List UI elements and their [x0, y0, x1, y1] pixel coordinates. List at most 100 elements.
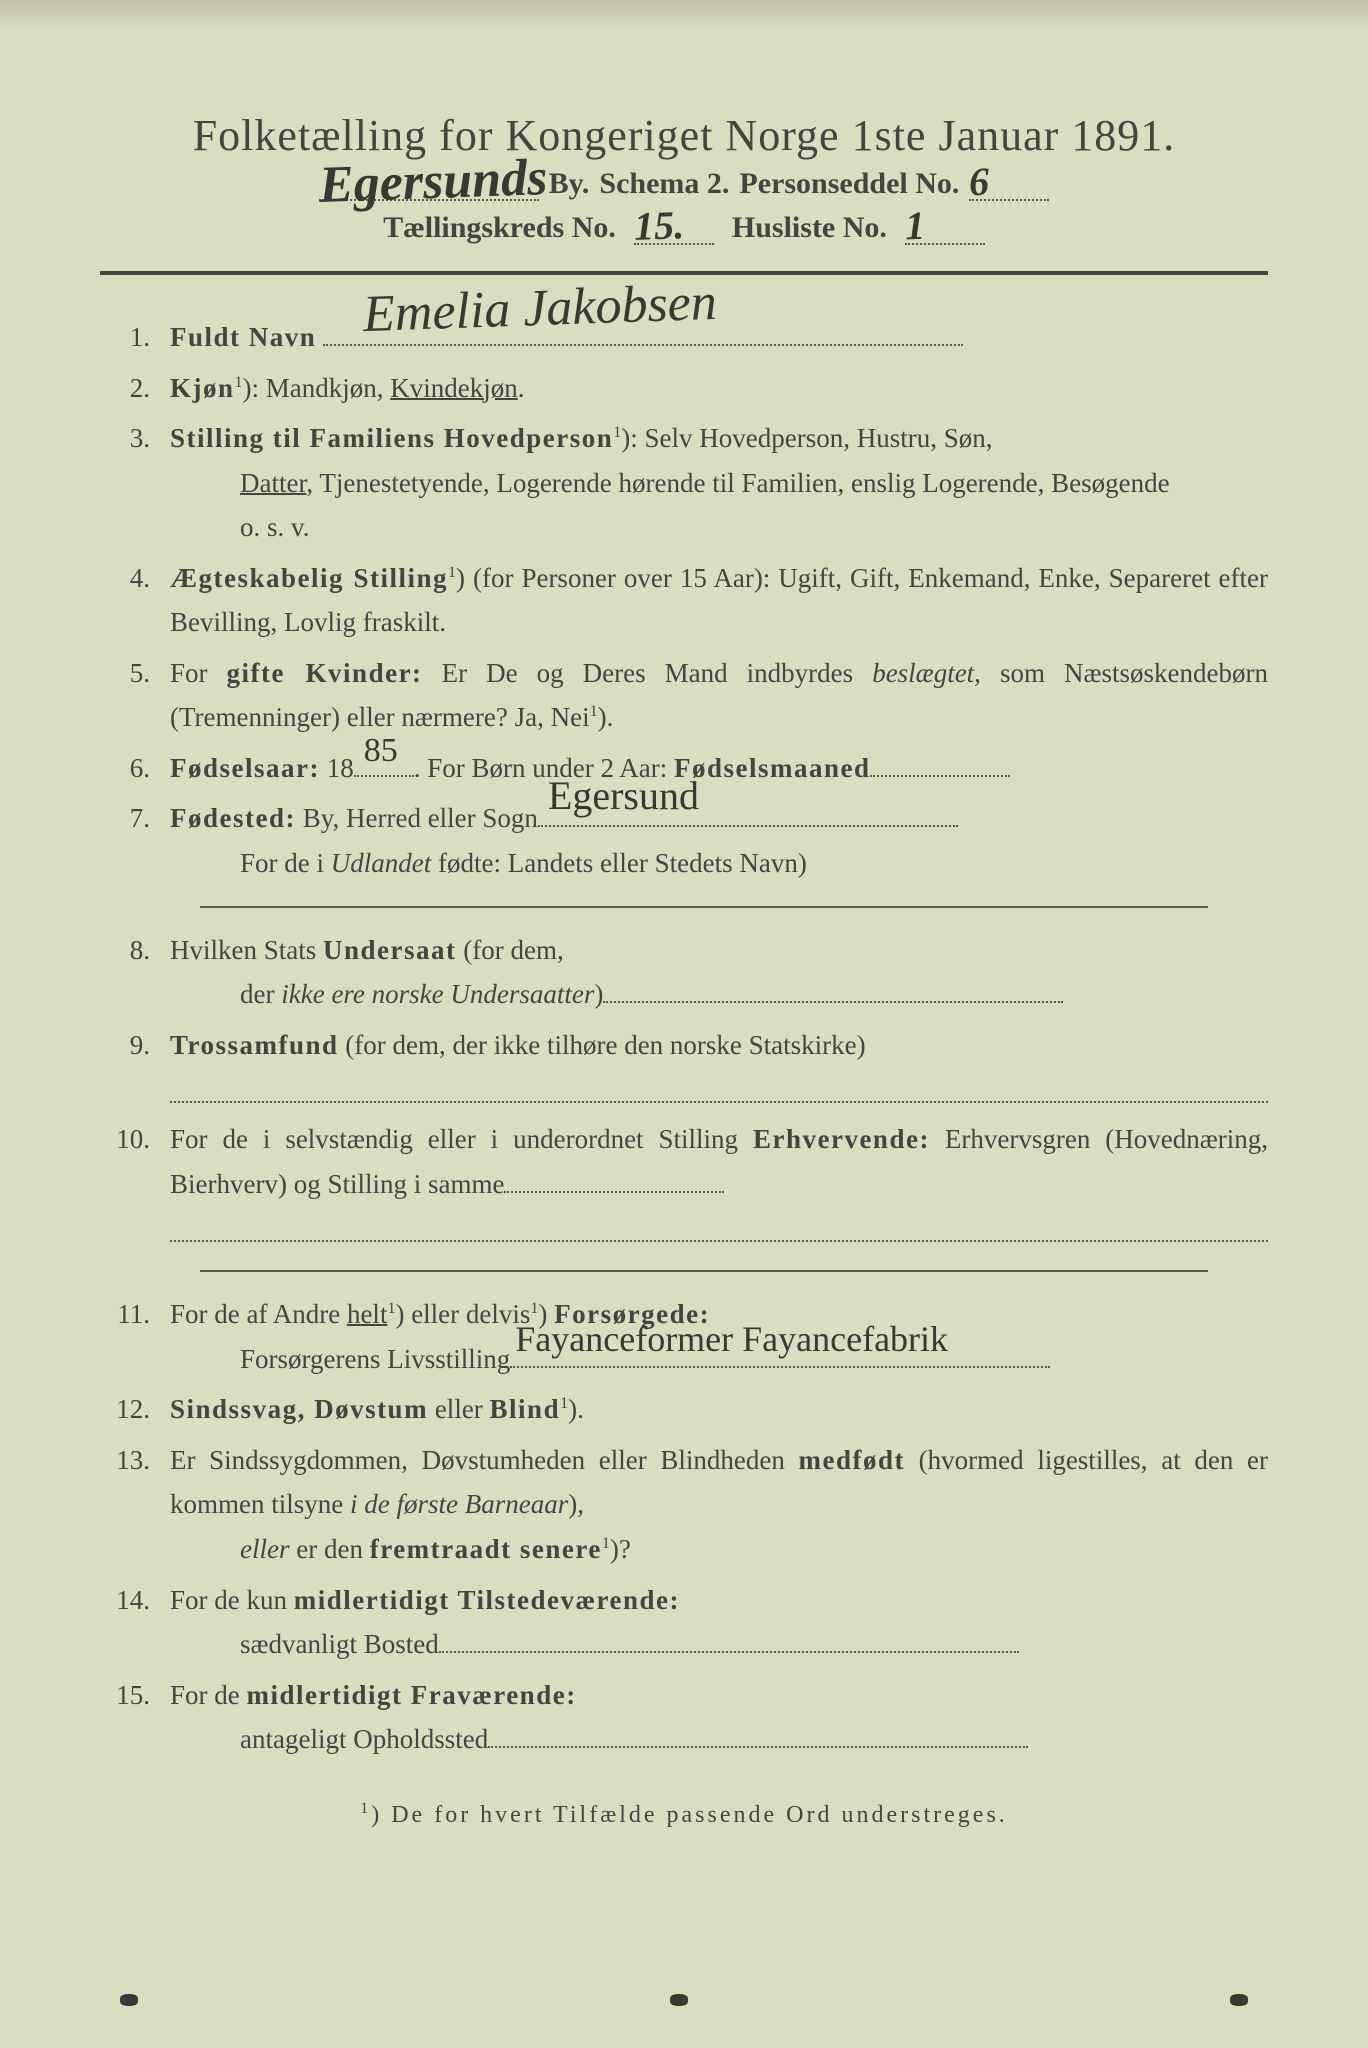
text: (for dem,	[457, 935, 564, 965]
item-num: 4.	[100, 556, 170, 645]
item-num: 10.	[100, 1117, 170, 1250]
item-num: 3.	[100, 416, 170, 550]
text: ).	[598, 702, 614, 732]
item-2: 2. Kjøn1): Mandkjøn, Kvindekjøn.	[100, 366, 1268, 411]
text: ),	[568, 1489, 584, 1519]
year-prefix: 18	[320, 753, 354, 783]
item-1: 1. Fuldt Navn Emelia Jakobsen	[100, 315, 1268, 360]
text: ).	[568, 1394, 584, 1424]
erhverv-field-2	[170, 1212, 1268, 1242]
label-sindssvag: Sindssvag, Døvstum	[170, 1394, 428, 1424]
footnote-sup: 1	[360, 1800, 371, 1817]
text: Hvilken Stats	[170, 935, 323, 965]
sup: 1	[602, 1535, 610, 1552]
item-14: 14. For de kun midlertidigt Tilstedevære…	[100, 1578, 1268, 1667]
label-medfodt: medfødt	[799, 1445, 906, 1475]
section-divider-1	[200, 906, 1208, 908]
item-5: 5. For gifte Kvinder: Er De og Deres Man…	[100, 651, 1268, 740]
text: ): Selv Hovedperson, Hustru, Søn,	[621, 423, 992, 453]
item-8: 8. Hvilken Stats Undersaat (for dem, der…	[100, 928, 1268, 1017]
trossamfund-field	[170, 1073, 1268, 1103]
ital: Udlandet	[331, 848, 432, 878]
name-handwritten: Emelia Jakobsen	[362, 260, 719, 358]
label-fravaerende: midlertidigt Fraværende:	[247, 1680, 577, 1710]
section-divider-2	[200, 1270, 1208, 1272]
item-num: 2.	[100, 366, 170, 411]
item-num: 7.	[100, 796, 170, 885]
item-13: 13. Er Sindssygdommen, Døvstumheden elle…	[100, 1438, 1268, 1572]
label-fodselsmaaned: Fødselsmaaned	[674, 753, 871, 783]
text: )	[594, 979, 603, 1009]
text: Er De og Deres Mand indbyrdes	[423, 658, 873, 688]
item-num: 12.	[100, 1387, 170, 1432]
city-handwritten: Egersunds	[318, 148, 548, 215]
text: fødte: Landets eller Stedets Navn)	[431, 848, 807, 878]
personseddel-label: Personseddel No.	[739, 167, 959, 201]
text: antageligt Opholdssted	[240, 1724, 488, 1754]
text: Er Sindssygdommen, Døvstumheden eller Bl…	[170, 1445, 799, 1475]
sup: 1	[235, 374, 243, 391]
birthplace-handwritten: Egersund	[548, 763, 699, 829]
ital: ikke ere norske Undersaatter	[281, 979, 594, 1009]
text: er den	[289, 1534, 369, 1564]
item-3: 3. Stilling til Familiens Hovedperson1):…	[100, 416, 1268, 550]
opholdssted-field	[488, 1726, 1028, 1748]
item-num: 15.	[100, 1673, 170, 1762]
marker-icon	[1230, 1994, 1248, 2006]
datter-underlined: Datter	[240, 468, 306, 498]
name-field: Emelia Jakobsen	[323, 324, 963, 346]
husliste-field: 1	[905, 215, 985, 245]
text: der	[240, 979, 281, 1009]
item-9: 9. Trossamfund (for dem, der ikke tilhør…	[100, 1023, 1268, 1112]
taellingskreds-field: 15.	[634, 215, 714, 245]
label-fodselsaar: Fødselsaar:	[170, 753, 320, 783]
item-num: 14.	[100, 1578, 170, 1667]
marker-icon	[120, 1994, 138, 2006]
ital: i de første Barneaar	[350, 1489, 568, 1519]
text: sædvanligt Bosted	[240, 1629, 439, 1659]
item-15: 15. For de midlertidigt Fraværende: anta…	[100, 1673, 1268, 1762]
text: For de i selvstændig eller i underordnet…	[170, 1124, 753, 1154]
label-kjon: Kjøn	[170, 373, 235, 403]
item-num: 9.	[100, 1023, 170, 1112]
month-field	[870, 755, 1010, 777]
text: ) eller delvis	[395, 1299, 530, 1329]
label-fuldt-navn: Fuldt Navn	[170, 322, 316, 352]
text: For de	[170, 1680, 247, 1710]
livsstilling-handwritten: Fayanceformer Fayancefabrik	[515, 1310, 948, 1369]
footnote: 1) De for hvert Tilfælde passende Ord un…	[100, 1800, 1268, 1829]
osv: o. s. v.	[170, 505, 1268, 550]
helt-underlined: helt	[347, 1299, 388, 1329]
city-field: Egersunds	[319, 171, 539, 201]
text: Forsørgerens Livsstilling	[240, 1344, 510, 1374]
text: , Tjenestetyende, Logerende hørende til …	[306, 468, 1169, 498]
ital: beslægtet,	[872, 658, 981, 688]
personseddel-no: 6	[969, 158, 991, 206]
text: For de i	[240, 848, 331, 878]
husliste-label: Husliste No.	[732, 211, 887, 245]
taellingskreds-no: 15.	[633, 201, 685, 250]
subtitle-line-2: Tællingskreds No. 15. Husliste No. 1	[100, 211, 1268, 245]
text: For de af Andre	[170, 1299, 347, 1329]
item-12: 12. Sindssvag, Døvstum eller Blind1).	[100, 1387, 1268, 1432]
bosted-field	[439, 1631, 1019, 1653]
item-num: 13.	[100, 1438, 170, 1572]
label-gifte-kvinder: gifte Kvinder:	[227, 658, 423, 688]
text: .	[518, 373, 525, 403]
text: By, Herred eller Sogn	[296, 803, 538, 833]
sup: 1	[590, 703, 598, 720]
undersaat-field	[603, 981, 1063, 1003]
main-title: Folketælling for Kongeriget Norge 1ste J…	[100, 110, 1268, 161]
birthplace-field: Egersund	[538, 805, 958, 827]
item-num: 8.	[100, 928, 170, 1017]
sup: 1	[560, 1395, 568, 1412]
label-trossamfund: Trossamfund	[170, 1030, 339, 1060]
item-11: 11. For de af Andre helt1) eller delvis1…	[100, 1292, 1268, 1381]
text: For	[170, 658, 227, 688]
livsstilling-field: Fayanceformer Fayancefabrik	[510, 1346, 1050, 1368]
text: For de kun	[170, 1585, 294, 1615]
item-4: 4. Ægteskabelig Stilling1) (for Personer…	[100, 556, 1268, 645]
kvindekjon-underlined: Kvindekjøn	[390, 373, 518, 403]
census-form-page: Folketælling for Kongeriget Norge 1ste J…	[0, 0, 1368, 2048]
label-aegteskab: Ægteskabelig Stilling	[170, 563, 448, 593]
